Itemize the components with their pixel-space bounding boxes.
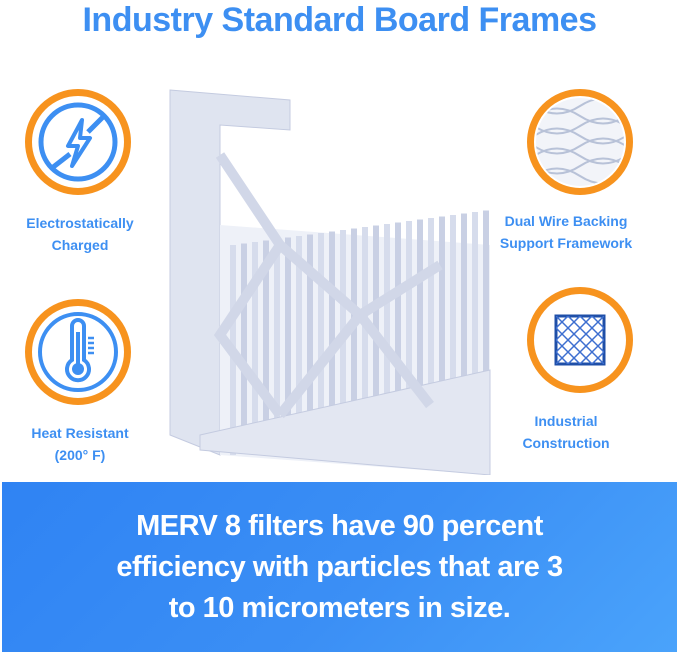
pleat (252, 242, 258, 451)
feature-label-industrial: Industrial Construction (476, 410, 656, 454)
banner-text: MERV 8 filters have 90 percent efficienc… (2, 506, 677, 629)
pleat (263, 240, 269, 449)
pleat (318, 233, 324, 439)
pleat (241, 243, 247, 453)
pleat (274, 239, 280, 447)
label-line: Electrostatically (26, 215, 134, 231)
page-title: Industry Standard Board Frames (82, 1, 597, 39)
pleat (296, 236, 302, 443)
thermometer-icon (38, 312, 118, 392)
wire-mesh-icon (536, 98, 624, 186)
pleat (307, 234, 313, 441)
label-line: Industrial (534, 413, 598, 429)
heat-resistant-badge (25, 299, 131, 405)
wire-backing-badge (527, 89, 633, 195)
pleat (417, 219, 423, 421)
pleat (461, 213, 467, 413)
pleat (406, 221, 412, 423)
feature-label-heat: Heat Resistant (200° F) (0, 422, 170, 466)
pleat (351, 228, 357, 433)
feature-label-electrostatic: Electrostatically Charged (0, 212, 170, 256)
banner-line: to 10 micrometers in size. (168, 592, 511, 624)
pleat (329, 231, 335, 437)
electrostatic-badge (25, 89, 131, 195)
pleat (285, 237, 291, 445)
pleat (450, 215, 456, 415)
pleat (483, 210, 489, 409)
label-line: Charged (51, 237, 109, 253)
label-line: Support Framework (499, 235, 633, 251)
label-line: (200° F) (54, 447, 106, 463)
label-line: Dual Wire Backing (504, 213, 628, 229)
pleat (384, 224, 390, 427)
no-static-bolt-icon (38, 102, 118, 182)
pleat (373, 225, 379, 429)
air-filter-illustration (169, 89, 491, 475)
info-banner: MERV 8 filters have 90 percent efficienc… (2, 482, 677, 652)
label-line: Construction (522, 435, 610, 451)
grid-frame-icon (554, 314, 606, 366)
pleat (439, 216, 445, 417)
pleat (472, 212, 478, 411)
industrial-badge (527, 287, 633, 393)
feature-label-wire: Dual Wire Backing Support Framework (476, 210, 656, 254)
banner-line: efficiency with particles that are 3 (116, 551, 563, 583)
label-line: Heat Resistant (31, 425, 129, 441)
pleat (428, 218, 434, 419)
banner-line: MERV 8 filters have 90 percent (136, 510, 543, 542)
pleat (395, 222, 401, 425)
